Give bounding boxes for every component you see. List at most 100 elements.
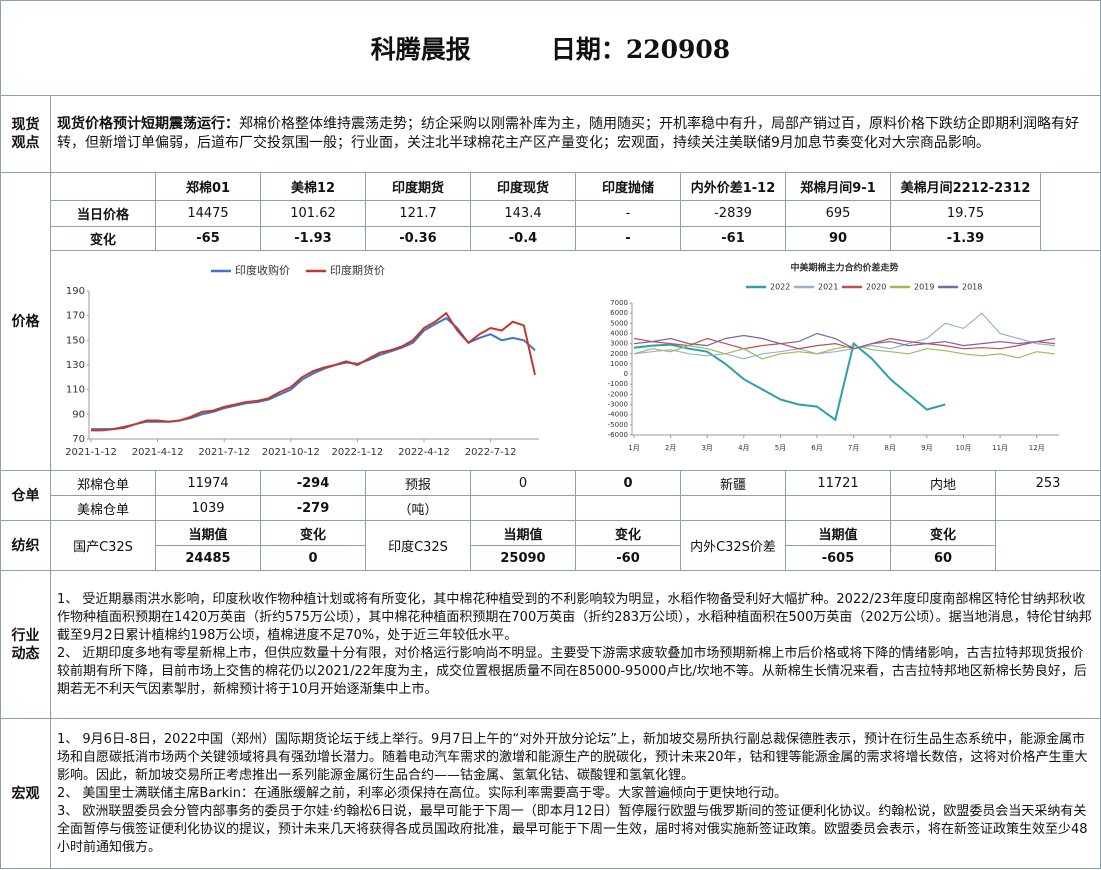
legend-label: 2018	[962, 283, 982, 292]
x-tick-label: 2月	[665, 444, 676, 452]
y-tick-label: 1000	[610, 360, 628, 368]
warehouse-cell: -294	[261, 471, 366, 496]
warehouse-cell: 253	[996, 471, 1101, 496]
warehouse-cell: 1039	[156, 496, 261, 521]
y-tick-label: 2000	[610, 350, 628, 358]
product-name: 印度C32S	[366, 521, 471, 571]
y-tick-label: -6000	[608, 431, 628, 439]
section-label: 现货观点	[1, 96, 51, 173]
x-tick-label: 1月	[628, 444, 639, 452]
x-tick-label: 9月	[921, 444, 932, 452]
chart-title: 中美期棉主力合约价差走势	[790, 262, 898, 274]
price-value: -65	[156, 227, 261, 251]
price-value: -61	[681, 227, 786, 251]
column-header: 变化	[891, 521, 996, 546]
industry-news: 1、 受近期暴雨洪水影响，印度秋收作物种植计划或将有所变化，其中棉花种植受到的不…	[51, 571, 1101, 719]
series-line	[633, 344, 1056, 360]
x-tick-label: 2021-1-12	[65, 447, 117, 458]
x-tick-label: 8月	[885, 444, 896, 452]
series-line	[633, 332, 1056, 350]
price-value: -1.93	[261, 227, 366, 251]
series-line	[633, 312, 1056, 360]
x-tick-label: 2021-4-12	[132, 447, 184, 458]
column-header: 美棉12	[261, 173, 366, 201]
price-value: -0.36	[366, 227, 471, 251]
warehouse-cell: （吨）	[366, 496, 471, 521]
series-line	[91, 316, 536, 431]
table-corner	[51, 173, 156, 201]
legend-label: 2019	[914, 283, 934, 292]
price-value: 121.7	[366, 201, 471, 227]
blank-cell	[681, 496, 786, 521]
paragraph: 1、 受近期暴雨洪水影响，印度秋收作物种植计划或将有所变化，其中棉花种植受到的不…	[57, 591, 1092, 643]
y-tick-label: 7000	[610, 299, 628, 307]
warehouse-cell: 0	[471, 471, 576, 496]
legend-label: 印度收购价	[235, 263, 290, 277]
x-tick-label: 11月	[992, 444, 1008, 452]
legend-label: 2022	[770, 283, 790, 292]
x-tick-label: 4月	[738, 444, 749, 452]
textile-value: 60	[891, 546, 996, 571]
y-tick-label: 190	[66, 286, 85, 297]
report-date: 日期：220908	[550, 35, 731, 64]
x-tick-label: 2021-7-12	[198, 447, 250, 458]
y-tick-label: -1000	[608, 380, 628, 388]
price-value: 14475	[156, 201, 261, 227]
paragraph: 2、 近期印度多地有零星新棉上市，但供应数量十分有限，对价格运行影响尚不明显。主…	[57, 645, 1087, 697]
price-value: -0.4	[471, 227, 576, 251]
y-tick-label: -5000	[608, 421, 628, 429]
y-tick-label: -4000	[608, 411, 628, 419]
paragraph: 3、 欧洲联盟委员会分管内部事务的委员于尔娃·约翰松6日说，最早可能于下周一（即…	[57, 803, 1088, 855]
price-value: -1.39	[891, 227, 1041, 251]
spot-text: 郑棉价格整体维持震荡走势；纺企采购以刚需补库为主，随用随买；开机率稳中有升，局部…	[57, 116, 1079, 151]
paragraph: 1、 9月6日-8日，2022中国（郑州）国际期货论坛于线上举行。9月7日上午的…	[57, 731, 1088, 783]
x-tick-label: 3月	[701, 444, 712, 452]
spot-paragraph: 现货价格预计短期震荡运行：郑棉价格整体维持震荡走势；纺企采购以刚需补库为主，随用…	[57, 115, 1094, 153]
textile-value: -605	[786, 546, 891, 571]
title-bar: 科腾晨报 日期：220908	[1, 1, 1101, 96]
column-header: 当期值	[471, 521, 576, 546]
section-label: 仓单	[1, 471, 51, 521]
column-header: 变化	[576, 521, 681, 546]
column-header: 美棉月间2212-2312	[891, 173, 1041, 201]
column-header: 郑棉月间9-1	[786, 173, 891, 201]
macro-news: 1、 9月6日-8日，2022中国（郑州）国际期货论坛于线上举行。9月7日上午的…	[51, 719, 1101, 869]
textile-value: 0	[261, 546, 366, 571]
y-tick-label: 110	[66, 385, 85, 396]
y-tick-label: 3000	[610, 340, 628, 348]
series-line	[633, 337, 1056, 350]
blank-cell	[996, 521, 1101, 571]
price-value: 90	[786, 227, 891, 251]
x-tick-label: 6月	[811, 444, 822, 452]
legend-label: 印度期货价	[330, 263, 385, 277]
column-header: 当期值	[786, 521, 891, 546]
price-value: -	[576, 201, 681, 227]
blank-cell	[576, 496, 681, 521]
blank-cell	[996, 496, 1101, 521]
legend-label: 2020	[866, 283, 886, 292]
row-label: 当日价格	[51, 201, 156, 227]
warehouse-cell: 11721	[786, 471, 891, 496]
y-tick-label: -3000	[608, 401, 628, 409]
spot-view: 现货价格预计短期震荡运行：郑棉价格整体维持震荡走势；纺企采购以刚需补库为主，随用…	[51, 96, 1101, 173]
textile-value: -60	[576, 546, 681, 571]
section-label: 宏观	[1, 719, 51, 869]
section-label: 行业动态	[1, 571, 51, 719]
y-tick-label: 4000	[610, 329, 628, 337]
blank-cell	[471, 496, 576, 521]
x-tick-label: 5月	[775, 444, 786, 452]
textile-value: 24485	[156, 546, 261, 571]
row-label: 变化	[51, 227, 156, 251]
section-label: 纺织	[1, 521, 51, 571]
legend-label: 2021	[818, 283, 838, 292]
warehouse-cell: -279	[261, 496, 366, 521]
blank-cell	[786, 496, 891, 521]
column-header: 印度期货	[366, 173, 471, 201]
column-header: 郑棉01	[156, 173, 261, 201]
spot-lead: 现货价格预计短期震荡运行：	[57, 116, 239, 132]
paragraph: 2、 美国里士满联储主席Barkin：在通胀缓解之前，利率必须保持在高位。实际利…	[57, 785, 788, 801]
price-value: 695	[786, 201, 891, 227]
price-value: -2839	[681, 201, 786, 227]
textile-value: 25090	[471, 546, 576, 571]
column-header: 印度抛储	[576, 173, 681, 201]
